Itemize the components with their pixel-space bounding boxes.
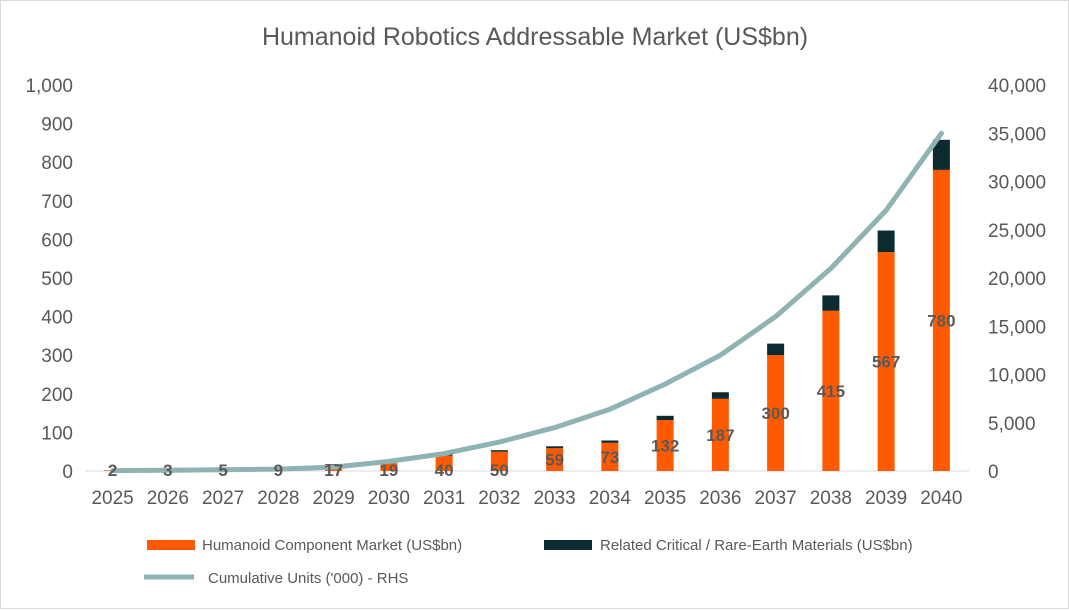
left-axis-tick-label: 800: [41, 153, 73, 174]
legend: Humanoid Component Market (US$bn) Relate…: [144, 537, 913, 587]
x-axis-tick-label: 2029: [312, 488, 354, 509]
right-axis-tick-label: 25,000: [988, 221, 1046, 242]
data-label-2026: 3: [163, 461, 172, 480]
right-axis-tick-label: 40,000: [988, 76, 1046, 97]
x-axis-tick-label: 2030: [368, 488, 410, 509]
x-axis-tick-label: 2037: [754, 488, 796, 509]
bar-critical-materials-2033: [546, 446, 563, 448]
bar-critical-materials-2038: [822, 295, 839, 310]
left-axis-tick-label: 700: [41, 192, 73, 213]
x-axis-tick-label: 2026: [147, 488, 189, 509]
right-axis-tick-label: 0: [988, 462, 999, 483]
data-label-2029: 17: [324, 461, 343, 480]
left-axis-tick-label: 900: [41, 115, 73, 136]
data-label-2032: 50: [490, 461, 509, 480]
left-axis-tick-label: 400: [41, 308, 73, 329]
x-axis-tick-label: 2038: [810, 488, 852, 509]
data-label-2035: 132: [651, 437, 679, 456]
x-axis-tick-label: 2035: [644, 488, 686, 509]
line-cumulative-units: [113, 133, 942, 470]
right-axis-tick-label: 35,000: [988, 124, 1046, 145]
left-axis-tick-label: 1,000: [25, 76, 73, 97]
right-axis-tick-label: 30,000: [988, 173, 1046, 194]
legend-label-cumulative-units: Cumulative Units ('000) - RHS: [208, 570, 408, 587]
data-label-2039: 567: [872, 353, 900, 372]
right-axis-tick-label: 10,000: [988, 366, 1046, 387]
data-label-2037: 300: [761, 404, 789, 423]
data-label-2025: 2: [108, 461, 117, 480]
data-label-2034: 73: [600, 448, 619, 467]
bar-critical-materials-2032: [491, 450, 508, 452]
data-label-2027: 5: [218, 461, 227, 480]
left-axis-tick-label: 200: [41, 385, 73, 406]
bar-critical-materials-2036: [712, 392, 729, 399]
data-label-2036: 187: [706, 426, 734, 445]
right-y-axis: 0 5,000 10,000 15,000 20,000 25,000 30,000 35,0…: [988, 76, 1046, 483]
x-axis-tick-label: 2025: [91, 488, 133, 509]
x-axis-tick-label: 2039: [865, 488, 907, 509]
bar-critical-materials-2035: [657, 416, 674, 420]
right-axis-tick-label: 20,000: [988, 269, 1046, 290]
bar-group: [104, 140, 950, 471]
x-axis-tick-label: 2032: [478, 488, 520, 509]
chart-title: Humanoid Robotics Addressable Market (US…: [262, 23, 808, 51]
left-axis-tick-label: 100: [41, 423, 73, 444]
left-axis-tick-label: 0: [62, 462, 73, 483]
left-axis-tick-label: 500: [41, 269, 73, 290]
x-axis-tick-label: 2033: [533, 488, 575, 509]
legend-label-critical-materials: Related Critical / Rare-Earth Materials …: [600, 537, 913, 554]
right-axis-tick-label: 15,000: [988, 317, 1046, 338]
data-label-2030: 19: [379, 461, 398, 480]
left-axis-tick-label: 600: [41, 230, 73, 251]
left-y-axis: 0 100 200 300 400 500 600 700 800 900 1,000: [25, 76, 73, 483]
data-label-2033: 59: [545, 451, 564, 470]
left-axis-tick-label: 300: [41, 346, 73, 367]
x-axis-tick-label: 2034: [589, 488, 632, 509]
x-axis-tick-label: 2027: [202, 488, 244, 509]
x-axis-ticks: 2025 2026 2027 2028 2029 2030 2031 2032 2033 2034…: [91, 488, 962, 509]
data-label-2040: 780: [927, 311, 955, 330]
legend-label-component-market: Humanoid Component Market (US$bn): [202, 537, 462, 554]
data-label-2038: 415: [817, 382, 845, 401]
x-axis-tick-label: 2028: [257, 488, 299, 509]
data-label-2031: 40: [435, 461, 454, 480]
legend-swatch-component-market: [147, 540, 195, 550]
bar-critical-materials-2039: [878, 231, 895, 253]
x-axis-tick-label: 2040: [920, 488, 962, 509]
data-label-2028: 9: [274, 461, 283, 480]
right-axis-tick-label: 5,000: [988, 414, 1036, 435]
line-series-group: [113, 133, 942, 470]
bar-critical-materials-2037: [767, 344, 784, 356]
bar-critical-materials-2034: [601, 441, 618, 443]
x-axis-tick-label: 2031: [423, 488, 465, 509]
x-axis-tick-label: 2036: [699, 488, 741, 509]
legend-swatch-critical-materials: [544, 540, 592, 550]
